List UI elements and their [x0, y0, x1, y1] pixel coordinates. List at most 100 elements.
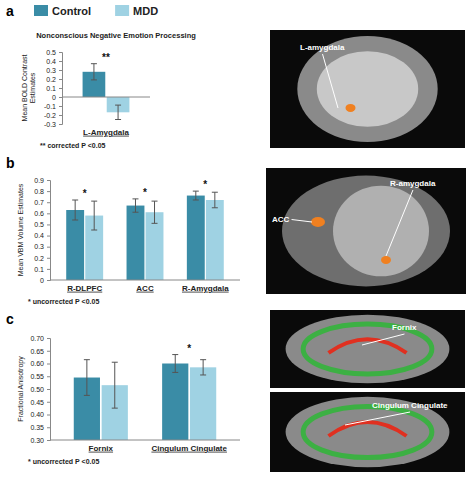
tick-label: 0.4	[34, 232, 44, 239]
y-tick: -0.2	[44, 112, 62, 119]
tick-mark	[59, 115, 62, 116]
x-tick: Cingulum Cingulate	[151, 442, 227, 453]
panel-letter: a	[6, 3, 14, 19]
tick-label: 0.2	[46, 76, 56, 83]
x-tick: R-Amygdala	[182, 282, 229, 293]
error-line	[135, 199, 136, 212]
tick-label: 0.65	[30, 347, 44, 354]
tick-mark	[47, 224, 50, 225]
y-tick: 0.50	[30, 386, 50, 393]
tick-label: 0.55	[30, 373, 44, 380]
tick-mark	[59, 79, 62, 80]
tick-label: 0.45	[30, 398, 44, 405]
category-label: ACC	[136, 284, 154, 293]
error-bar	[72, 200, 78, 220]
tract-highlight	[329, 422, 407, 436]
panel: b00.10.20.30.40.50.60.70.80.9R-DLPFCACCR…	[6, 155, 240, 305]
y-tick: -0.3	[44, 121, 62, 128]
x-tick: L-Amygdala	[83, 126, 129, 137]
tick-label: 0	[40, 277, 44, 284]
error-cap	[115, 105, 121, 106]
image-label: Fornix	[392, 323, 417, 332]
error-line	[203, 360, 204, 375]
error-bar	[212, 192, 218, 208]
bar	[190, 367, 216, 440]
tick-label: 0.9	[34, 177, 44, 184]
error-cap	[200, 359, 206, 360]
activation	[346, 104, 356, 112]
brain-shape	[282, 176, 450, 287]
brain-shape	[317, 51, 418, 127]
plot-marks	[83, 64, 130, 120]
error-cap	[91, 63, 97, 64]
plot-marks	[74, 355, 216, 440]
y-tick: 0.2	[34, 255, 50, 262]
plot-marks	[66, 191, 224, 280]
panel-letter: b	[6, 155, 15, 171]
legend: ControlMDD	[34, 5, 158, 17]
y-tick: 0.2	[46, 76, 62, 83]
error-cap	[72, 200, 78, 201]
label-pointer	[386, 190, 413, 256]
activation	[311, 217, 325, 227]
tick-mark	[59, 106, 62, 107]
tick-label: 0	[52, 94, 56, 101]
error-cap	[91, 79, 97, 80]
label-pointer	[292, 220, 312, 223]
tick-mark	[47, 415, 50, 416]
tick-mark	[47, 440, 50, 441]
tick-mark	[47, 191, 50, 192]
x-tick: ACC	[136, 282, 154, 293]
image-label: L-amygdala	[300, 43, 345, 52]
error-bar	[200, 360, 206, 375]
y-tick: 0.9	[34, 177, 50, 184]
y-tick: 0.40	[30, 411, 50, 418]
y-axis-title: Fractional Anisotropy	[17, 356, 25, 422]
tract-highlight	[329, 339, 407, 353]
legend-swatch	[34, 5, 48, 16]
y-tick: 0.8	[34, 188, 50, 195]
bar	[127, 206, 145, 280]
image-background	[270, 30, 465, 148]
y-axis: 0.300.350.400.450.500.550.600.650.70	[30, 335, 50, 444]
tick-mark	[47, 247, 50, 248]
tick-mark	[47, 269, 50, 270]
baseline	[50, 440, 240, 441]
brain-image: ACCR-amygdala	[266, 168, 466, 294]
tick-mark	[47, 402, 50, 403]
y-tick: 0.4	[34, 232, 50, 239]
legend-label: MDD	[133, 5, 158, 17]
y-axis-title: Mean BOLD ContrastEstimates	[21, 54, 36, 121]
error-bar	[91, 201, 97, 230]
y-tick: 0.5	[46, 49, 62, 56]
chart-title: Nonconscious Negative Emotion Processing	[36, 31, 196, 40]
bar	[187, 196, 205, 280]
error-cap	[172, 372, 178, 373]
tick-label: 0.2	[34, 255, 44, 262]
category-label: R-DLPFC	[67, 284, 102, 293]
error-cap	[91, 230, 97, 231]
y-axis-title: Mean VBM Volume Estimates	[17, 183, 24, 276]
category-label: Fornix	[89, 444, 114, 453]
y-tick: 0.1	[34, 266, 50, 273]
tick-mark	[59, 124, 62, 125]
tick-mark	[47, 236, 50, 237]
panel: c0.300.350.400.450.500.550.600.650.70For…	[6, 311, 240, 465]
tick-label: -0.2	[44, 112, 56, 119]
brain-shape	[333, 186, 429, 277]
baseline	[62, 97, 150, 98]
tick-label: 0.5	[46, 49, 56, 56]
y-tick: 0.30	[30, 437, 50, 444]
image-background	[270, 310, 465, 388]
error-cap	[72, 220, 78, 221]
category-label: R-Amygdala	[182, 284, 229, 293]
error-cap	[132, 198, 138, 199]
error-line	[94, 201, 95, 230]
tick-label: 0.35	[30, 424, 44, 431]
tick-label: 0.5	[34, 221, 44, 228]
tick-label: 0.8	[34, 188, 44, 195]
y-tick: 0.60	[30, 360, 50, 367]
tick-mark	[47, 213, 50, 214]
label-pointer	[345, 412, 410, 425]
y-tick: 0.65	[30, 347, 50, 354]
